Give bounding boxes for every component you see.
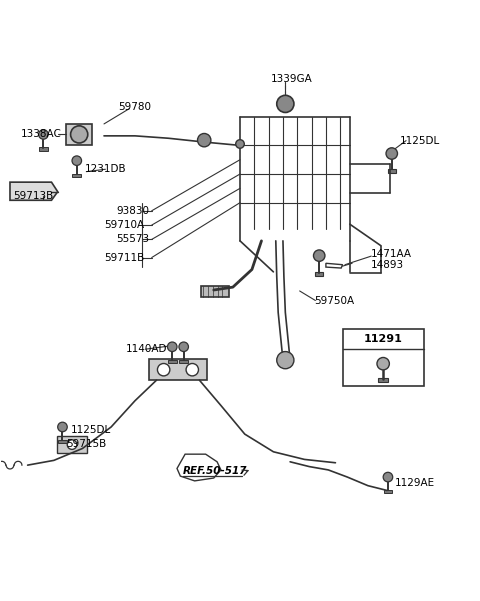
Text: 59780: 59780 (118, 102, 151, 112)
Text: 1140AD: 1140AD (125, 344, 167, 354)
Bar (57, 436, 87, 453)
Text: 1231DB: 1231DB (85, 164, 127, 174)
Circle shape (168, 342, 177, 352)
Circle shape (157, 364, 170, 376)
Text: 59713B: 59713B (13, 192, 54, 201)
Text: 93830: 93830 (116, 206, 149, 216)
Bar (388, 169, 396, 172)
Circle shape (386, 148, 397, 159)
Text: REF.50-517: REF.50-517 (183, 466, 247, 477)
Circle shape (383, 472, 393, 482)
Text: 1471AA: 1471AA (371, 249, 412, 259)
Polygon shape (10, 182, 58, 200)
Circle shape (313, 250, 325, 261)
Text: 55573: 55573 (116, 234, 149, 245)
Circle shape (72, 156, 82, 165)
Circle shape (67, 440, 77, 450)
Bar (168, 359, 177, 363)
Circle shape (277, 96, 294, 112)
Circle shape (71, 126, 88, 143)
Circle shape (179, 342, 189, 352)
Text: 59715B: 59715B (66, 439, 106, 449)
Bar (384, 490, 392, 493)
Bar (58, 440, 67, 443)
Bar (315, 272, 323, 276)
Text: 1338AC: 1338AC (21, 129, 61, 139)
Bar (39, 147, 48, 151)
Circle shape (377, 358, 389, 370)
Circle shape (38, 130, 48, 139)
Bar (343, 329, 424, 386)
Bar (66, 124, 92, 145)
Text: 59711B: 59711B (104, 252, 144, 263)
Text: 11291: 11291 (364, 334, 403, 344)
Text: 14893: 14893 (371, 260, 404, 270)
Circle shape (198, 133, 211, 147)
Text: 1129AE: 1129AE (395, 478, 435, 488)
Circle shape (277, 352, 294, 369)
Circle shape (58, 422, 67, 432)
Text: 1339GA: 1339GA (271, 73, 313, 84)
Circle shape (186, 364, 199, 376)
Bar (72, 174, 81, 177)
Polygon shape (149, 359, 206, 380)
Bar (201, 286, 228, 297)
Text: 59710A: 59710A (104, 220, 144, 230)
Text: 1125DL: 1125DL (400, 136, 440, 145)
Bar (180, 359, 188, 363)
Text: 59750A: 59750A (314, 296, 354, 305)
Circle shape (236, 139, 244, 148)
Text: 1125DL: 1125DL (71, 426, 111, 435)
Bar (378, 379, 388, 382)
